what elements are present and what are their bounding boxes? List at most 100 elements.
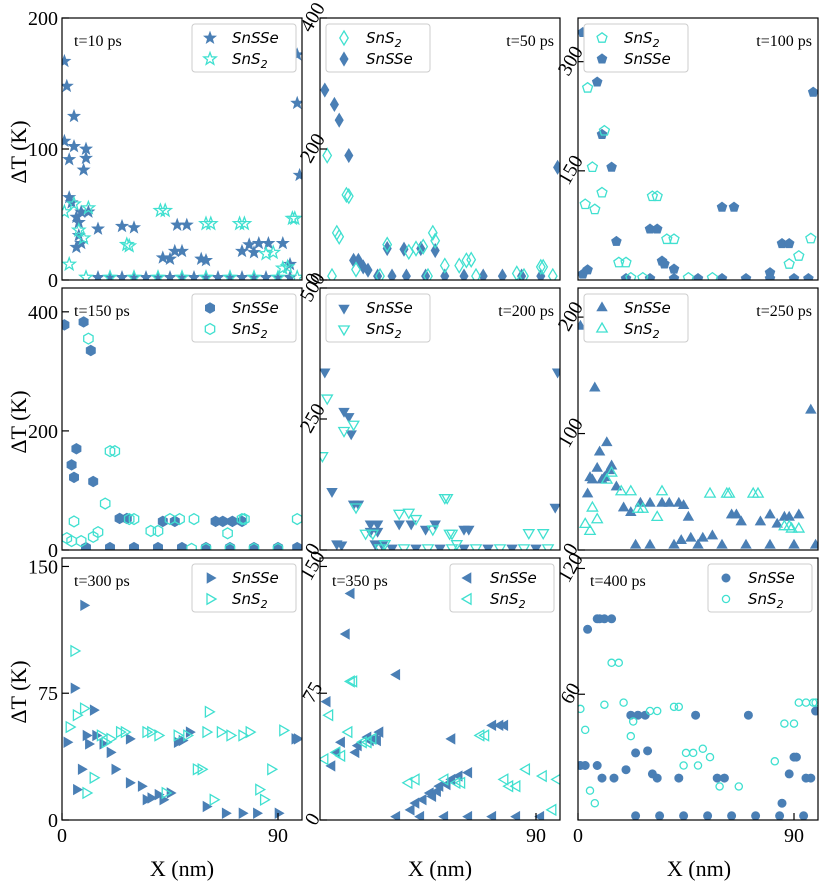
data-point-SnS2 <box>291 512 302 526</box>
legend: SnSSe SnS2 <box>583 293 689 343</box>
data-point-SnS2 <box>782 519 796 531</box>
data-point-SnS2 <box>174 268 190 280</box>
legend-label-SnS2: SnS2 <box>232 590 268 611</box>
data-point-SnS2 <box>600 700 609 709</box>
data-point-SnSSe <box>462 766 473 779</box>
data-point-SnSSe <box>764 508 776 519</box>
data-point-SnS2 <box>535 258 546 276</box>
data-point-SnSSe <box>138 270 154 280</box>
data-point-SnSSe <box>404 804 415 816</box>
data-point-SnS2 <box>286 210 302 226</box>
data-point-SnSSe <box>551 368 560 379</box>
data-point-SnSSe <box>783 238 795 249</box>
data-point-SnSSe <box>210 270 226 280</box>
data-point-SnSSe <box>253 807 264 819</box>
data-point-SnSSe <box>114 270 130 280</box>
legend-marker-SnS2 <box>204 322 216 336</box>
legend-marker-SnS2 <box>206 592 218 606</box>
y-tick-label: 0 <box>48 270 58 292</box>
data-point-SnSSe <box>553 159 560 175</box>
data-point-SnSSe <box>71 443 82 455</box>
data-point-SnSSe <box>462 810 473 820</box>
data-point-SnSSe <box>586 473 599 484</box>
shared-axis-labels: ΔT (K) ΔT (K) ΔT (K) X (nm) X (nm) X (nm… <box>6 120 731 881</box>
data-point-SnSSe <box>510 810 521 820</box>
data-point-SnSSe <box>147 792 158 804</box>
data-point-SnSSe <box>706 529 719 540</box>
data-point-SnS2 <box>682 271 695 280</box>
data-point-SnSSe <box>343 413 355 423</box>
data-point-SnS2 <box>202 725 214 739</box>
data-point-SnSSe <box>409 797 420 809</box>
data-point-SnSSe <box>71 228 86 242</box>
data-point-SnS2 <box>239 512 250 526</box>
data-point-SnSSe <box>416 794 427 806</box>
data-point-SnSSe <box>73 783 84 796</box>
data-point-SnS2 <box>66 195 82 211</box>
data-point-SnS2 <box>449 776 461 790</box>
data-point-SnSSe <box>655 811 665 820</box>
time-label: t=200 ps <box>498 303 554 320</box>
data-point-SnSSe <box>793 508 805 519</box>
y-tick-label: 150 <box>296 547 330 584</box>
data-point-SnSSe <box>806 773 816 783</box>
data-point-SnS2 <box>625 271 637 280</box>
y-axis-title-row-3: ΔT (K) <box>6 660 31 723</box>
data-point-SnSSe <box>430 242 440 259</box>
data-point-SnS2 <box>580 725 590 735</box>
data-point-SnSSe <box>691 710 701 720</box>
data-point-SnS2 <box>619 698 628 707</box>
series-SnS2 <box>320 675 560 817</box>
data-point-SnSSe <box>90 270 106 280</box>
data-point-SnSSe <box>373 268 383 280</box>
data-point-SnSSe <box>63 736 74 748</box>
data-point-SnSSe <box>339 628 350 640</box>
data-point-SnSSe <box>486 810 497 820</box>
data-point-SnSSe <box>549 503 560 514</box>
data-point-SnS2 <box>89 771 101 785</box>
legend: SnSSe SnS2 <box>191 293 297 343</box>
data-point-SnS2 <box>183 729 195 742</box>
data-point-SnSSe <box>246 245 262 259</box>
data-point-SnSSe <box>651 223 663 234</box>
data-point-SnS2 <box>650 510 664 522</box>
data-point-SnS2 <box>204 705 216 719</box>
data-point-SnS2 <box>322 147 333 164</box>
data-point-SnSSe <box>751 811 761 820</box>
data-point-SnS2 <box>246 268 262 280</box>
data-point-SnS2 <box>121 237 138 253</box>
data-point-SnS2 <box>102 268 118 280</box>
legend-label-SnSSe: SnSSe <box>232 569 279 587</box>
data-point-SnS2 <box>620 256 632 268</box>
data-point-SnS2 <box>150 268 166 280</box>
data-point-SnSSe <box>258 270 274 280</box>
data-point-SnS2 <box>430 232 441 249</box>
legend: SnSSe SnS2 <box>191 23 297 73</box>
data-point-SnSSe <box>77 763 88 776</box>
data-point-SnSSe <box>601 436 613 447</box>
legend: SnSSe SnS2 <box>325 293 431 343</box>
data-point-SnS2 <box>152 524 164 538</box>
data-point-SnSSe <box>261 235 276 250</box>
series-SnS2 <box>62 195 302 280</box>
data-point-SnS2 <box>409 514 423 526</box>
data-point-SnS2 <box>70 644 82 658</box>
data-point-SnSSe <box>580 761 590 771</box>
series-SnSSe <box>320 587 545 820</box>
data-point-SnSSe <box>663 496 675 507</box>
legend-marker-SnSSe <box>338 304 350 315</box>
data-point-SnSSe <box>592 761 602 771</box>
legend-marker-SnSSe <box>206 572 217 584</box>
data-point-SnS2 <box>780 719 789 728</box>
data-point-SnSSe <box>326 488 338 498</box>
data-point-SnS2 <box>497 773 509 786</box>
time-label: t=10 ps <box>74 33 122 50</box>
data-point-SnS2 <box>427 224 438 242</box>
data-point-SnS2 <box>123 512 135 526</box>
data-point-SnS2 <box>238 729 250 742</box>
data-point-SnS2 <box>279 724 291 737</box>
legend-marker-SnS2 <box>596 31 608 43</box>
data-point-SnS2 <box>270 268 286 280</box>
data-point-SnS2 <box>366 529 380 541</box>
data-point-SnSSe <box>589 381 601 392</box>
